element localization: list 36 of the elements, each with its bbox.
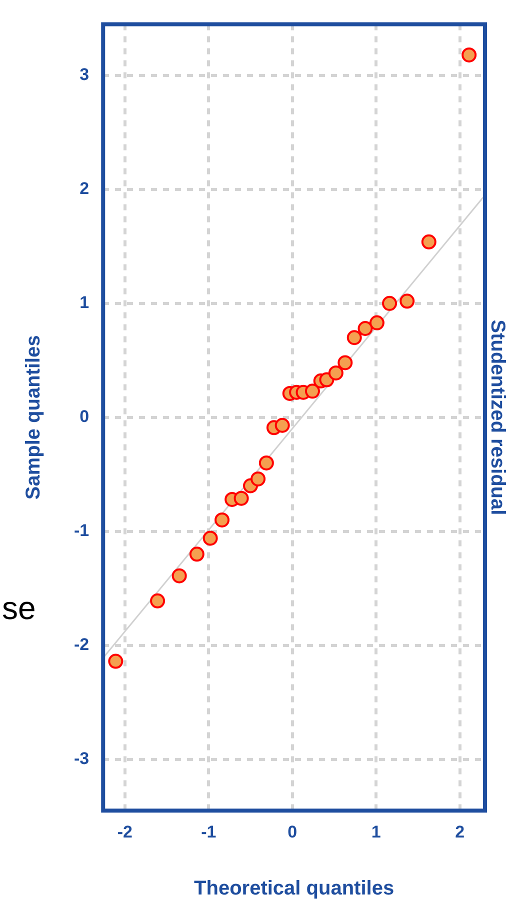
- point: [189, 546, 204, 562]
- point: [274, 418, 290, 433]
- point: [172, 568, 187, 584]
- point: [258, 455, 274, 470]
- y-tick-label: -1: [74, 521, 90, 540]
- point: [346, 330, 362, 346]
- y-tick-label: 3: [80, 65, 90, 84]
- y-tick-label: -2: [74, 635, 90, 654]
- x-tick-label: 2: [455, 822, 465, 842]
- point: [250, 471, 266, 486]
- point: [382, 296, 398, 311]
- point: [108, 654, 124, 669]
- y-tick-label: 0: [80, 407, 90, 426]
- point: [328, 365, 344, 380]
- point: [214, 512, 230, 528]
- y-tick-label: -3: [74, 749, 90, 768]
- point: [202, 530, 218, 546]
- x-tick-label: -1: [201, 822, 216, 842]
- y-tick-label: 1: [80, 293, 90, 312]
- y2-axis-title: Studentized residual: [486, 320, 508, 516]
- point: [462, 47, 477, 62]
- point: [338, 355, 353, 370]
- point: [234, 490, 249, 506]
- point: [304, 384, 320, 399]
- x-tick-label: 0: [288, 822, 298, 842]
- point: [400, 294, 415, 309]
- point: [358, 321, 373, 336]
- y-tick-label: 2: [80, 179, 90, 198]
- x-tick-label: -2: [117, 822, 132, 842]
- point: [421, 234, 436, 250]
- text: se: [2, 590, 36, 627]
- x-tick-label: 1: [371, 822, 381, 842]
- y-axis-title: Sample quantiles: [22, 335, 45, 500]
- point: [150, 593, 166, 608]
- point: [369, 315, 384, 330]
- x-axis-title: Theoretical quantiles: [194, 878, 394, 900]
